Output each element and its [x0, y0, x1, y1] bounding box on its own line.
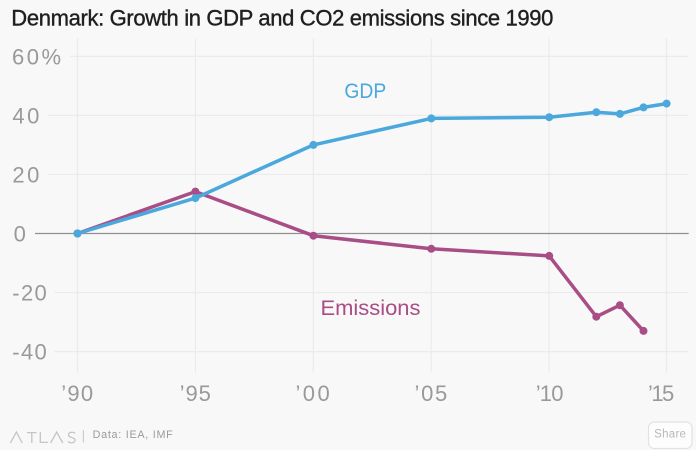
svg-text:Data: IEA, IMF: Data: IEA, IMF — [93, 429, 174, 441]
svg-text:-20: -20 — [12, 280, 47, 305]
svg-text:Share: Share — [654, 429, 686, 441]
svg-text:-40: -40 — [12, 340, 47, 365]
svg-text:’10: ’10 — [536, 381, 564, 406]
svg-text:Denmark: Growth in GDP and CO2: Denmark: Growth in GDP and CO2 emissions… — [11, 6, 553, 31]
svg-text:GDP: GDP — [344, 80, 386, 103]
svg-text:0: 0 — [14, 221, 26, 246]
svg-text:Emissions: Emissions — [321, 297, 421, 320]
svg-text:’15: ’15 — [648, 381, 674, 406]
svg-text:’90: ’90 — [61, 381, 93, 406]
svg-text:60%: 60% — [12, 44, 61, 69]
svg-text:’95: ’95 — [180, 381, 211, 406]
